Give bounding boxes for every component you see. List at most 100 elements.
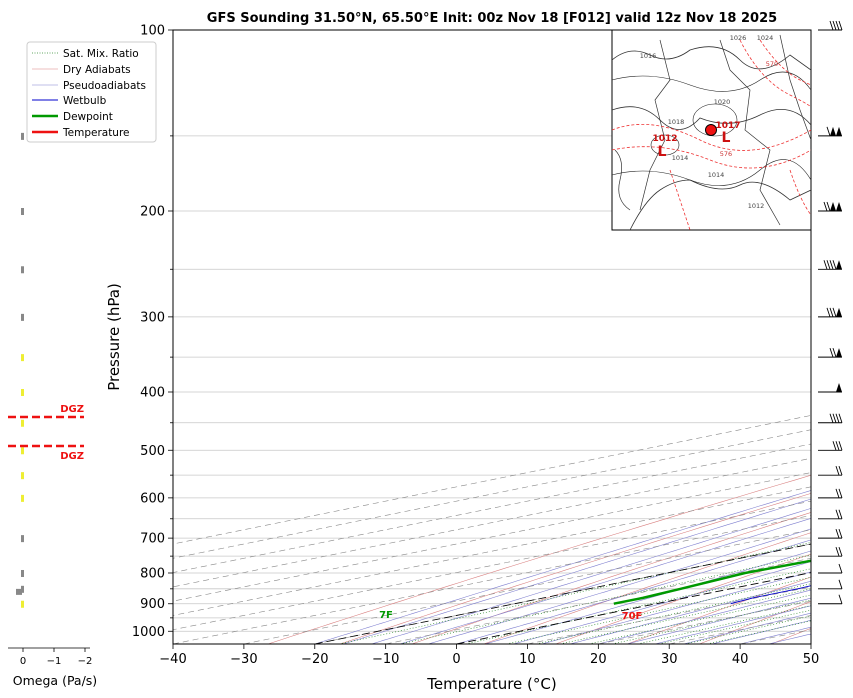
y-tick-label: 400 xyxy=(140,385,165,400)
map-label: 1012 xyxy=(652,134,677,144)
wind-barb xyxy=(818,563,843,574)
wind-barb xyxy=(818,488,843,499)
map-label: 1026 xyxy=(730,34,747,42)
coastline xyxy=(639,39,671,211)
pseudoadiabat xyxy=(343,498,811,644)
wind-barb xyxy=(818,546,843,557)
omega-bar xyxy=(21,585,24,593)
barb-full xyxy=(838,594,843,604)
omega-bar xyxy=(21,207,24,215)
coastline xyxy=(612,106,811,130)
wind-barb xyxy=(818,466,843,476)
legend-entry-temperature: Temperature xyxy=(32,127,130,139)
barb-full xyxy=(838,563,843,574)
barb-full xyxy=(838,509,843,519)
barb-full xyxy=(835,413,840,423)
omega-bar xyxy=(21,472,24,480)
barb-full xyxy=(838,579,843,589)
map-label: 1018 xyxy=(668,118,685,126)
surface-dewpoint-label: 7F xyxy=(379,610,393,621)
location-marker xyxy=(705,124,717,136)
pseudoadiabat xyxy=(513,561,811,644)
barb-full xyxy=(829,307,834,318)
legend-label-dewpoint: Dewpoint xyxy=(63,111,113,123)
map-label: 1016 xyxy=(640,52,657,60)
map-low-marker: L xyxy=(658,144,667,160)
coastline xyxy=(612,46,811,71)
dry-adiabat xyxy=(411,512,811,644)
x-tick-label: 0 xyxy=(452,652,460,667)
plot-frame xyxy=(172,29,812,645)
x-tick-label: 50 xyxy=(803,652,820,667)
dry-adiabat xyxy=(268,474,811,644)
height-contour xyxy=(612,146,811,169)
omega-bar xyxy=(21,313,24,321)
barb-flag xyxy=(836,126,842,136)
wind-barb xyxy=(818,509,843,520)
barb-full xyxy=(826,126,831,137)
y-tick-label: 300 xyxy=(140,310,165,325)
barb-full xyxy=(835,20,840,31)
isobar-contour xyxy=(650,134,680,156)
pseudoadiabat xyxy=(626,597,811,644)
legend-label-dry-adiabats: Dry Adiabats xyxy=(63,64,131,76)
map-low-marker: L xyxy=(722,130,731,146)
wind-barb xyxy=(818,126,842,137)
wind-barbs xyxy=(818,20,843,605)
legend-label-wetbulb: Wetbulb xyxy=(63,95,107,107)
y-axis-ticks: 100 200 300 400 500 600 700 800 900 1000 xyxy=(132,24,173,640)
surface-temperature-label: 70F xyxy=(622,611,643,622)
barb-full xyxy=(835,528,840,539)
barb-full xyxy=(838,466,843,476)
mixing-ratio-line xyxy=(658,609,811,644)
wind-barb xyxy=(818,307,842,318)
barb-full xyxy=(832,347,837,358)
y-tick-label: 1000 xyxy=(132,625,165,640)
barb-full xyxy=(826,201,831,212)
legend-entry-pseudoadiabats: Pseudoadiabats xyxy=(32,80,146,92)
omega-bar xyxy=(21,600,24,608)
pseudoadiabat xyxy=(399,518,811,644)
height-contour xyxy=(669,169,691,230)
barb-full xyxy=(832,20,837,31)
profiles xyxy=(613,559,811,605)
dgz-label-lower: DGZ xyxy=(60,451,84,462)
height-contour xyxy=(612,124,811,151)
omega-panel: DGZ DGZ 0 −1 −2 Omega (Pa/s) xyxy=(8,132,97,688)
x-tick-label: −10 xyxy=(372,652,399,667)
pseudoadiabat xyxy=(371,508,811,644)
barb-full xyxy=(838,441,843,451)
pseudoadiabat xyxy=(541,571,811,644)
barb-flag xyxy=(836,307,842,317)
dry-adiabat xyxy=(555,553,811,644)
omega-tick-1: −1 xyxy=(47,656,62,667)
barb-full xyxy=(832,441,837,451)
map-label: 570 xyxy=(766,60,778,68)
barb-full xyxy=(832,307,837,318)
y-tick-label: 200 xyxy=(140,204,165,219)
dry-adiabat xyxy=(627,576,811,644)
mixing-ratio-line xyxy=(506,576,811,644)
barb-full xyxy=(838,413,843,423)
wind-barb xyxy=(818,579,843,590)
barb-full xyxy=(838,546,843,557)
y-tick-label: 700 xyxy=(140,532,165,547)
legend-label-temperature: Temperature xyxy=(62,127,130,139)
legend-label-mixing-ratio: Sat. Mix. Ratio xyxy=(63,48,139,60)
omega-bar xyxy=(21,266,24,274)
map-label: 1012 xyxy=(748,202,765,210)
coastline xyxy=(779,34,811,141)
height-contour xyxy=(759,39,811,86)
pseudoadiabat xyxy=(314,490,811,644)
mixing-ratio-line xyxy=(707,620,811,644)
legend: Sat. Mix. Ratio Dry Adiabats Pseudoadiab… xyxy=(26,41,157,143)
pseudoadiabat xyxy=(484,550,811,644)
map-label: 1024 xyxy=(757,34,774,42)
omega-bar xyxy=(21,494,24,502)
mixing-ratio-line xyxy=(685,615,811,644)
legend-label-pseudoadiabats: Pseudoadiabats xyxy=(63,80,146,92)
barb-flag xyxy=(830,201,836,211)
pseudoadiabat xyxy=(598,589,811,644)
pseudoadiabat xyxy=(456,539,811,644)
y-tick-label: 600 xyxy=(140,491,165,506)
